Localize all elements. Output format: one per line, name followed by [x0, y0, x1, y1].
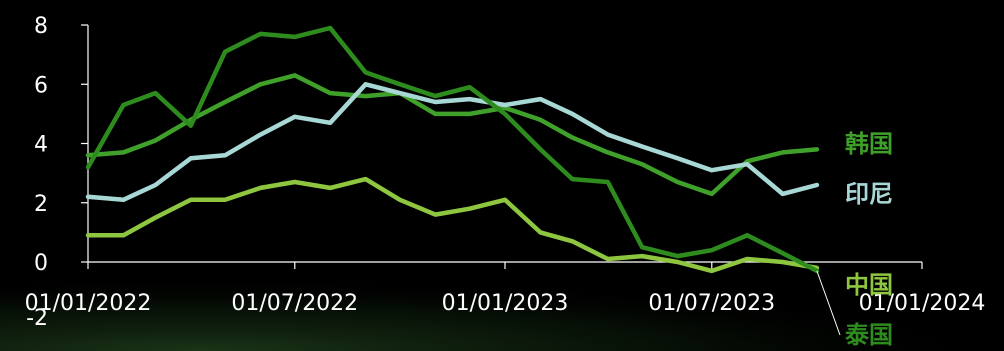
series-label: 泰国	[845, 321, 893, 349]
series-line	[85, 176, 820, 274]
x-tick-label: 01/01/2022	[25, 291, 152, 316]
y-tick-label: 8	[34, 14, 48, 39]
series-label: 韩国	[845, 130, 893, 158]
axes: -2 0 2 4 6 8 01/01/2022 01/07/2022 01/01/2023 01/…	[25, 14, 986, 331]
series-line	[85, 25, 820, 274]
background-glow	[0, 260, 1004, 351]
series-lines	[85, 25, 820, 274]
series-line	[85, 73, 820, 197]
y-tick-label: 0	[34, 251, 48, 276]
x-tick-label: 01/07/2022	[231, 291, 358, 316]
leader-line	[816, 270, 841, 336]
series-label: 印尼	[845, 180, 893, 208]
y-tick-label: -2	[26, 306, 48, 331]
y-tick-label: 2	[34, 192, 48, 217]
x-tick-label: 01/07/2023	[648, 291, 775, 316]
x-tick-label: 01/01/2024	[859, 291, 986, 316]
y-tick-label: 6	[34, 73, 48, 98]
series-line	[85, 82, 820, 203]
y-tick-label: 4	[34, 133, 48, 158]
x-tick-label: 01/01/2023	[442, 291, 569, 316]
series-label: 中国	[845, 271, 893, 299]
